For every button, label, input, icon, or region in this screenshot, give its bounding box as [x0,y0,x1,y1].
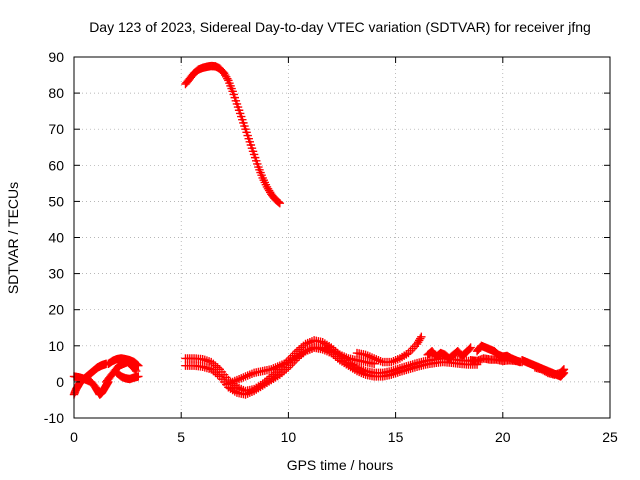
data-point [559,365,569,374]
chart-title: Day 123 of 2023, Sidereal Day-to-day VTE… [89,19,591,35]
y-tick-label: 50 [48,193,64,209]
data-point [133,360,142,369]
series-late-d [530,363,569,379]
x-tick-label: 25 [602,429,618,445]
y-tick-labels: -10 0 10 20 30 40 50 60 70 80 90 [44,49,64,426]
data-point [466,343,475,352]
series-mid-spikes [423,343,475,363]
series-late-b [472,341,525,367]
x-axis-label: GPS time / hours [287,457,394,473]
data-point [274,198,283,207]
data-point [237,112,246,121]
data-point [242,128,251,137]
data-point [240,121,249,131]
series-main-c [224,343,379,388]
series-early-d [104,354,143,370]
y-tick-label: 60 [48,157,64,173]
x-tick-labels: 0 5 10 15 20 25 [70,429,618,445]
data-point [542,367,551,377]
y-tick-label: 30 [48,266,64,282]
series-mid-arc [352,332,426,367]
data-point [231,96,241,105]
data-point [238,115,247,124]
y-tick-label: 10 [48,338,64,354]
data-point [252,156,261,165]
data-point [233,102,243,112]
data-point [230,93,239,102]
data-point [234,106,244,115]
data-point [235,109,245,118]
data-point [275,199,285,208]
x-tick-label: 10 [281,429,297,445]
y-axis-label: SDTVAR / TECUs [5,182,21,294]
y-tick-label: 90 [48,49,64,65]
data-point [245,137,255,147]
data-point [239,118,248,128]
y-tick-label: 40 [48,230,64,246]
data-point [246,140,256,150]
y-tick-label: 20 [48,302,64,318]
data-point [243,131,252,140]
data-point [228,87,237,96]
series-early-e [112,368,143,384]
data-marks [69,61,569,399]
data-point [244,134,253,143]
data-point [417,332,426,341]
data-point [241,125,250,134]
y-tick-label: -10 [44,410,64,426]
series-arc-high [181,61,285,208]
data-point [253,159,262,169]
data-point [232,99,242,109]
data-point [134,372,143,381]
x-tick-label: 15 [388,429,404,445]
x-tick-label: 0 [70,429,78,445]
x-tick-label: 20 [495,429,511,445]
ticks-layer [73,56,611,419]
x-tick-label: 5 [177,429,185,445]
grid-layer [74,57,610,418]
data-point [229,90,238,99]
data-point [134,361,143,370]
y-tick-label: 0 [56,374,64,390]
data-point [249,150,259,159]
data-point [130,365,140,374]
data-point [247,143,257,153]
data-point [250,153,260,162]
data-point [558,365,568,375]
data-point [248,147,258,156]
y-tick-label: 80 [48,85,64,101]
y-tick-label: 70 [48,121,64,137]
data-point [465,344,474,353]
